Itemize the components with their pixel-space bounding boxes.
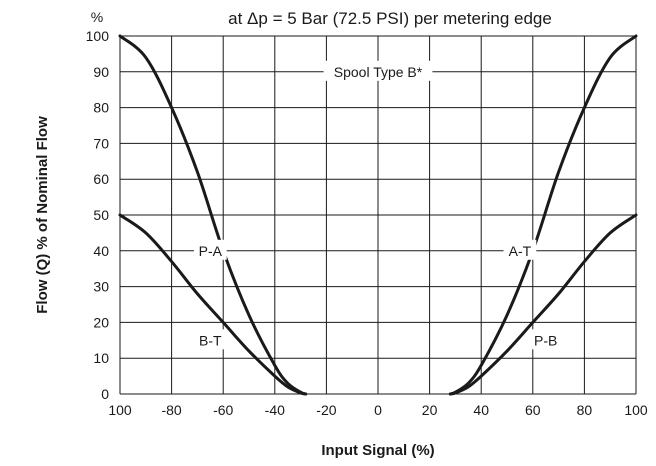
y-axis-title: Flow (Q) % of Nominal Flow <box>34 116 51 314</box>
y-tick-label: 80 <box>93 100 109 116</box>
x-tick-label: 0 <box>374 402 382 418</box>
y-tick-label: 20 <box>93 314 109 330</box>
y-tick-label: 0 <box>101 386 109 402</box>
annotation-background <box>529 329 563 350</box>
x-tick-label: 80 <box>577 402 593 418</box>
annotations: Spool Type B* P-A B-T A-T P-B <box>193 60 563 350</box>
y-tick-label: 90 <box>93 64 109 80</box>
annotation-label: A-T <box>509 243 532 259</box>
x-tick-label: 60 <box>525 402 541 418</box>
y-tick-label: 70 <box>93 135 109 151</box>
annotation-background <box>323 60 433 81</box>
x-tick-label: 20 <box>422 402 438 418</box>
x-tick-label: -20 <box>316 402 336 418</box>
curve-p-a <box>118 34 308 396</box>
x-tick-label: 100 <box>108 402 132 418</box>
chart-title: at Δp = 5 Bar (72.5 PSI) per metering ed… <box>228 9 552 28</box>
y-tick-label: 30 <box>93 279 109 295</box>
annotation-background <box>503 239 537 260</box>
x-tick-label: -60 <box>213 402 233 418</box>
y-tick-label: 40 <box>93 243 109 259</box>
grid <box>119 35 637 395</box>
y-tick-label: 50 <box>93 207 109 223</box>
annotation-label: P-A <box>199 243 223 259</box>
annotation-background <box>193 239 227 260</box>
annotation-background <box>193 329 227 350</box>
x-tick-label: -80 <box>161 402 181 418</box>
x-tick-label: -40 <box>265 402 285 418</box>
curve-a-t <box>448 34 638 396</box>
y-tick-label: 10 <box>93 350 109 366</box>
curve-b-t <box>118 213 308 396</box>
curves <box>118 34 638 396</box>
x-axis-title: Input Signal (%) <box>321 442 434 459</box>
tick-labels: 100 -80 -60 -40 -20 0 20 40 60 80 1000102030405060… <box>86 28 648 418</box>
x-tick-label: 100 <box>624 402 648 418</box>
x-tick-label: 40 <box>473 402 489 418</box>
y-tick-label: 100 <box>86 28 110 44</box>
y-tick-label: 60 <box>93 171 109 187</box>
y-unit-label: % <box>91 9 103 25</box>
annotation-label: P-B <box>534 332 557 348</box>
annotation-label: B-T <box>199 332 222 348</box>
annotation-label: Spool Type B* <box>334 64 423 80</box>
curve-p-b <box>448 213 638 396</box>
